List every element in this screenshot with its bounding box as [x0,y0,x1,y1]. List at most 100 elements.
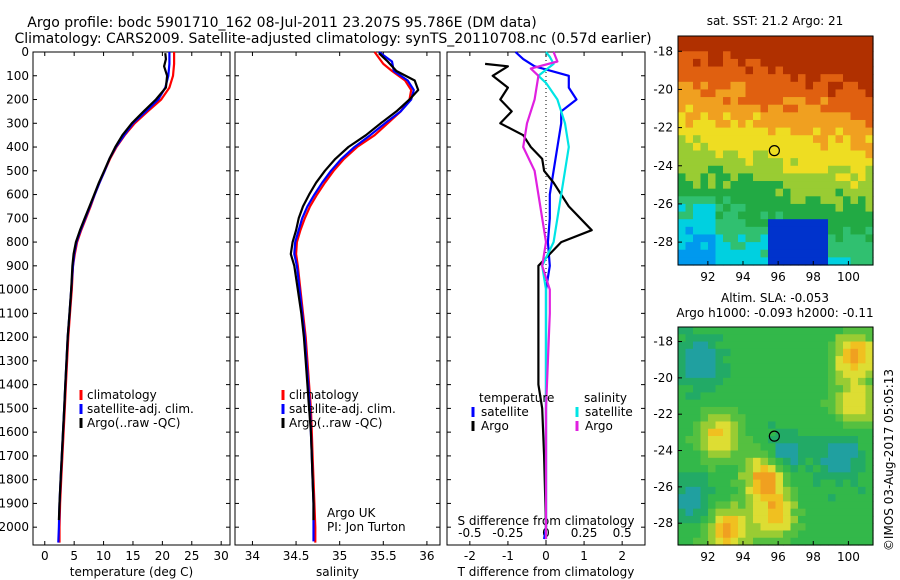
map-cell [783,523,792,532]
map-cell [813,196,822,205]
map-cell [693,234,702,243]
map-cell [790,515,799,524]
map-cell [745,249,754,258]
map-cell [678,537,687,546]
map-cell [813,51,822,60]
map-cell [693,242,702,251]
map-cell [828,43,837,52]
map-cell [678,257,687,266]
map-cell [738,327,747,335]
map-cell [783,135,792,144]
map-cell [805,348,814,357]
map-cell [693,89,702,98]
map-cell [738,219,747,228]
map-cell [835,443,844,452]
map-cell [813,119,822,129]
map-cell [745,348,754,357]
map-cell [828,211,837,220]
map-cell [715,249,724,258]
salinity-diff-tick-label: -0.25 [492,526,523,540]
map-cell [783,508,792,517]
map-cell [775,377,784,386]
map-cell [768,104,777,113]
map-cell [715,494,724,502]
map-cell [708,537,717,546]
map-cell [790,81,799,91]
map-cell [685,66,694,75]
map-cell [835,58,844,68]
map-cell [813,348,822,357]
map-cell [685,399,694,408]
map-cell [805,36,814,45]
map-cell [715,414,724,423]
map-cell [835,181,844,190]
map-cell [835,385,844,393]
map-cell [753,181,762,190]
map-cell [805,196,814,205]
map-cell [768,450,777,459]
map-cell [835,51,844,60]
map-cell [745,89,754,98]
map-cell [723,89,732,98]
map-cell [865,501,874,510]
map-cell [813,501,822,510]
map-cell [723,385,732,393]
map-cell [775,443,784,452]
map-cell [798,399,807,408]
map-cell [813,89,822,98]
map-cell [790,249,799,258]
map-cell [730,43,739,52]
map-cell [693,104,702,113]
map-cell [753,196,762,205]
map-cell [798,421,807,430]
map-cell [693,211,702,220]
map-cell [723,515,732,524]
map-cell [700,421,709,430]
map-cell [715,226,724,236]
map-cell [858,97,867,106]
map-cell [768,97,777,106]
map-xtick-label: 94 [735,550,750,564]
salinity-xlabel: salinity [316,565,359,579]
map-cell [760,66,769,75]
map-cell [828,58,837,68]
map-cell [790,74,799,83]
map-cell [730,392,739,401]
map-cell [805,58,814,68]
map-cell [760,173,769,182]
map-cell [685,494,694,502]
map-cell [760,150,769,159]
map-cell [760,363,769,372]
map-cell [828,119,837,129]
map-cell [843,257,852,266]
map-cell [738,443,747,452]
map-cell [790,51,799,60]
map-cell [715,421,724,430]
map-cell [850,142,859,152]
map-cell [850,36,859,45]
map-cell [798,494,807,502]
map-cell [858,74,867,83]
map-cell [745,494,754,502]
map-cell [678,219,687,228]
map-cell [783,370,792,379]
map-cell [708,392,717,401]
map-cell [700,327,709,335]
map-cell [790,406,799,415]
map-cell [843,211,852,220]
map-cell [835,135,844,144]
map-cell [693,370,702,379]
map-cell [783,515,792,524]
map-cell [790,443,799,452]
map-cell [685,127,694,136]
map-cell [820,399,829,408]
map-cell [738,523,747,532]
map-cell [738,399,747,408]
map-cell [813,181,822,190]
map-cell [790,242,799,251]
map-cell [783,196,792,205]
map-cell [760,43,769,52]
map-cell [783,327,792,335]
map-cell [813,479,822,488]
map-cell [678,196,687,205]
